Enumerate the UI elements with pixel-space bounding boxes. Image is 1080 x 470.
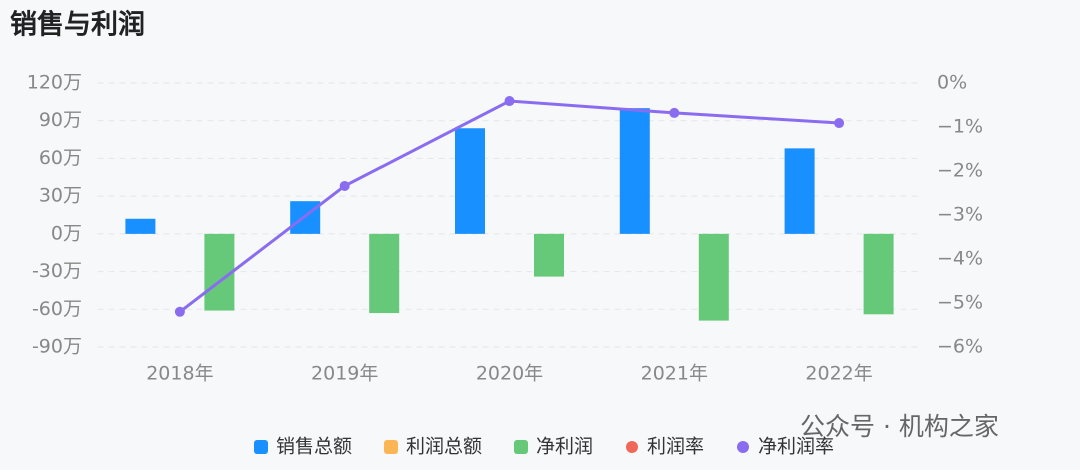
x-tick-label: 2021年 (641, 363, 708, 385)
y2-tick-label: −6% (937, 336, 983, 358)
y-tick-label: 120万 (27, 72, 82, 94)
bar (863, 233, 894, 315)
watermark: 公众号 · 机构之家 (800, 412, 999, 441)
y-tick-label: -90万 (32, 336, 82, 358)
line-point (834, 118, 845, 129)
line-point (339, 180, 350, 191)
legend-label: 净利润率 (758, 436, 834, 458)
line-point (174, 306, 185, 317)
legend-swatch (737, 441, 749, 453)
bar (455, 128, 485, 234)
y-tick-label: 90万 (39, 109, 82, 131)
x-tick-label: 2022年 (805, 363, 872, 385)
legend-swatch (514, 440, 528, 454)
legend-swatch (254, 440, 268, 454)
legend-swatch (384, 440, 398, 454)
y2-tick-label: −5% (937, 292, 983, 314)
bar (369, 233, 400, 314)
bar (619, 108, 650, 234)
chart-title: 销售与利润 (10, 9, 145, 41)
bar (534, 233, 564, 277)
y2-tick-label: −1% (937, 116, 983, 138)
y-tick-label: 0万 (51, 222, 82, 244)
y2-tick-label: −2% (937, 160, 983, 182)
y2-tick-label: −4% (937, 248, 983, 270)
y-tick-label: -60万 (32, 298, 82, 320)
y-tick-label: 60万 (39, 147, 82, 169)
legend-label: 净利润 (536, 436, 593, 458)
legend-label: 利润率 (647, 436, 704, 458)
legend-swatch (626, 441, 638, 453)
x-tick-label: 2019年 (311, 363, 378, 385)
bar (698, 233, 729, 321)
legend-label: 利润总额 (406, 436, 482, 458)
legend-label: 销售总额 (276, 436, 352, 458)
y2-tick-label: −3% (937, 204, 983, 226)
y2-tick-label: 0% (937, 72, 967, 94)
bar (784, 148, 815, 234)
x-tick-label: 2018年 (146, 363, 213, 385)
x-tick-label: 2020年 (476, 363, 543, 385)
y-tick-label: 30万 (39, 185, 82, 207)
bar (125, 218, 156, 234)
line-point (504, 96, 515, 107)
y-tick-label: -30万 (32, 260, 82, 282)
line-point (669, 107, 680, 118)
